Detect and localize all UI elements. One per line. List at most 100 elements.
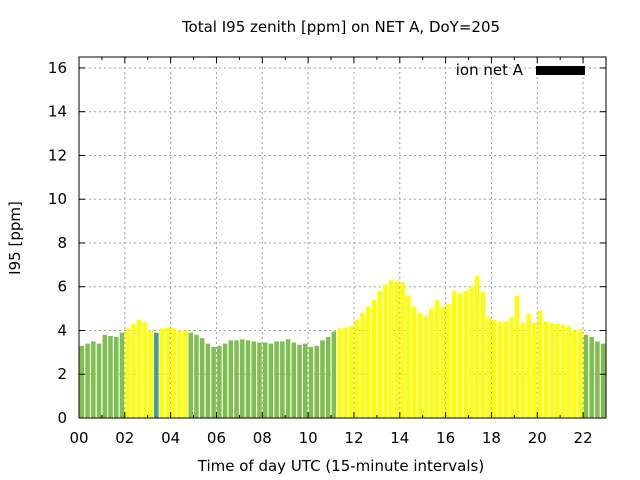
bar <box>159 328 165 418</box>
bar <box>199 338 205 418</box>
x-tick-label: 10 <box>299 429 318 447</box>
bar <box>91 341 96 418</box>
bar <box>165 327 171 418</box>
grid-lines <box>79 57 606 418</box>
bar <box>383 284 388 418</box>
bar <box>366 306 371 418</box>
y-tick-label: 0 <box>57 409 67 427</box>
bar <box>222 343 228 418</box>
bar <box>417 312 423 418</box>
bar <box>205 343 211 418</box>
bar <box>308 346 314 418</box>
bar <box>217 345 222 418</box>
x-tick-label: 06 <box>207 429 226 447</box>
bar <box>113 337 119 418</box>
x-tick-label: 22 <box>574 429 593 447</box>
bar <box>469 286 474 418</box>
bar <box>520 322 526 418</box>
bar <box>268 343 274 418</box>
bar <box>228 340 234 418</box>
bar <box>343 327 348 418</box>
bar <box>423 316 428 418</box>
y-tick-label: 2 <box>57 365 67 383</box>
bar <box>377 291 382 418</box>
bar <box>400 282 405 418</box>
bar <box>360 312 365 418</box>
bar <box>320 340 325 418</box>
x-tick-label: 04 <box>161 429 180 447</box>
bar <box>526 314 531 418</box>
bar <box>245 340 251 418</box>
bar <box>280 341 285 418</box>
bar <box>371 299 377 418</box>
y-tick-label: 6 <box>57 278 67 296</box>
bar <box>194 334 199 418</box>
bar <box>188 332 193 418</box>
bar <box>429 308 434 418</box>
bars-group <box>79 275 606 418</box>
x-tick-label: 02 <box>115 429 134 447</box>
bar <box>474 275 480 418</box>
bar <box>251 341 256 418</box>
x-tick-label: 20 <box>528 429 547 447</box>
bar <box>303 343 308 418</box>
bar <box>119 332 125 418</box>
bar <box>549 322 554 418</box>
bar <box>337 328 342 418</box>
bar <box>572 330 577 418</box>
y-tick-label: 14 <box>48 103 67 121</box>
bar <box>102 334 108 418</box>
bar <box>440 306 446 418</box>
y-tick-label: 10 <box>48 190 67 208</box>
x-tick-label: 14 <box>390 429 409 447</box>
y-tick-label: 8 <box>57 234 67 252</box>
bar <box>492 319 497 418</box>
x-tick-label: 00 <box>69 429 88 447</box>
bar <box>555 323 560 418</box>
x-tick-label: 08 <box>253 429 272 447</box>
bar <box>325 337 331 418</box>
bar <box>583 334 589 418</box>
bar <box>131 323 136 418</box>
bar <box>211 346 216 418</box>
bar <box>577 329 583 418</box>
bar <box>451 291 457 418</box>
bar <box>486 317 491 418</box>
bar <box>291 342 297 418</box>
bar <box>394 281 400 418</box>
bar <box>125 328 130 418</box>
bar <box>239 339 245 418</box>
bar <box>446 304 451 418</box>
bar <box>85 343 90 418</box>
bar <box>543 321 549 418</box>
bar <box>463 291 468 418</box>
legend-swatch <box>536 66 585 75</box>
bar <box>136 319 142 418</box>
x-tick-label: 18 <box>482 429 501 447</box>
bar <box>354 319 360 418</box>
x-tick-label: 16 <box>436 429 455 447</box>
x-tick-label: 12 <box>344 429 363 447</box>
bar <box>497 321 503 418</box>
bar <box>589 337 594 418</box>
plot-frame <box>78 56 607 419</box>
bar <box>503 321 509 418</box>
bar <box>537 310 543 418</box>
bar <box>285 339 291 418</box>
bar <box>434 299 440 418</box>
bar <box>176 330 182 418</box>
chart-title: Total I95 zenith [ppm] on NET A, DoY=205 <box>181 18 500 36</box>
bar <box>274 341 279 418</box>
bar <box>234 340 239 418</box>
bar <box>96 343 102 418</box>
bar <box>411 306 417 418</box>
bar <box>297 344 302 418</box>
bar <box>108 335 113 418</box>
bar <box>262 342 268 418</box>
bar <box>595 341 600 418</box>
bar <box>148 330 153 418</box>
bar <box>348 326 354 418</box>
bar <box>79 345 85 418</box>
